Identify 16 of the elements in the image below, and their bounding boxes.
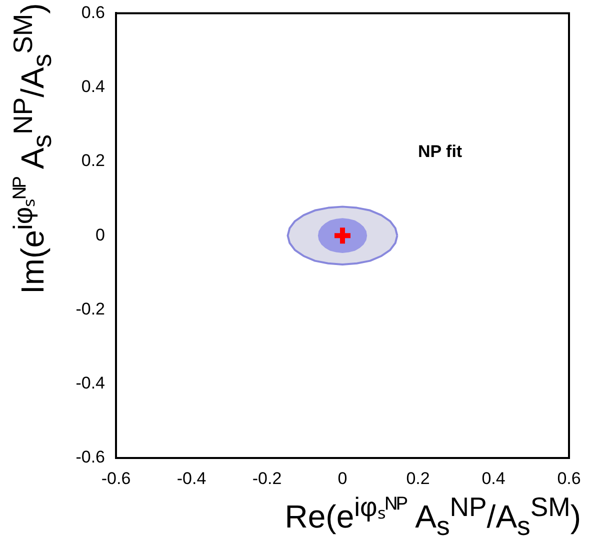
- y-tick-label: 0.2: [81, 151, 105, 170]
- x-tick-label: 0.4: [482, 468, 506, 488]
- y-tick-label: 0.6: [81, 2, 105, 22]
- x-tick-label: 0.2: [406, 468, 430, 488]
- y-tick-label: 0: [96, 225, 105, 244]
- x-tick-label: 0: [338, 468, 348, 488]
- text: Re(e$^{iφₛᴺᴾ}$ A$_{s}$$^{NP}$/A$_{s}$$^{SM}$): [284, 492, 581, 542]
- y-tick-label: 0.4: [81, 77, 105, 96]
- y-tick-label: -0.2: [76, 299, 105, 318]
- x-tick-label: -0.2: [252, 468, 282, 488]
- y-tick-label: -0.6: [76, 448, 105, 467]
- annotation: NP fit: [418, 142, 462, 162]
- x-tick-label: -0.4: [176, 468, 206, 488]
- x-tick-label: -0.6: [101, 468, 131, 488]
- x-tick-label: 0.6: [557, 468, 581, 488]
- y-tick-label: -0.4: [76, 374, 105, 393]
